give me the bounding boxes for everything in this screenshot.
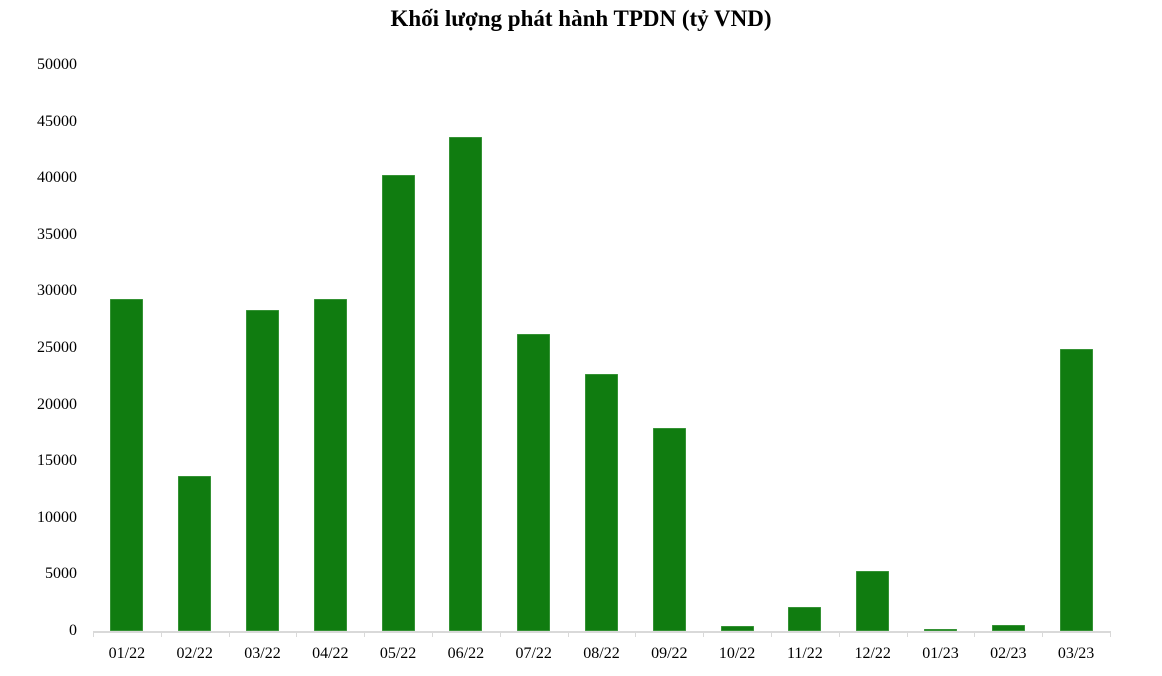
x-tick-label: 08/22: [583, 645, 620, 662]
x-tick-label: 03/22: [244, 645, 281, 662]
y-tick-label: 40000: [37, 169, 77, 187]
x-tick-mark: [364, 631, 366, 637]
bar-10-22: [720, 626, 754, 631]
x-tick-mark: [703, 631, 705, 637]
x-tick-mark: [635, 631, 637, 637]
bar-03-22: [246, 309, 279, 631]
bar-12-22: [856, 571, 890, 631]
bar-09-22: [652, 428, 686, 631]
bar-04-22: [313, 299, 347, 631]
bar-02-22: [178, 475, 212, 631]
x-tick-label: 01/22: [108, 645, 146, 662]
chart-title: Khối lượng phát hành TPDN (tỷ VND): [390, 6, 772, 31]
y-tick-label: 45000: [37, 112, 77, 130]
x-tick-mark: [1110, 631, 1111, 637]
x-tick-label: 06/22: [447, 645, 485, 662]
x-tick-label: 09/22: [651, 645, 688, 662]
x-tick-label: 01/23: [922, 645, 959, 662]
bar-06-22: [449, 137, 483, 631]
bar-02-23: [991, 624, 1025, 631]
x-tick-mark: [974, 631, 976, 637]
x-tick-label: 10/22: [718, 645, 756, 662]
y-tick-label: 25000: [37, 339, 77, 356]
x-tick-mark: [160, 631, 162, 637]
x-tick-label: 12/22: [854, 645, 891, 662]
bar-08-22: [585, 374, 618, 631]
y-tick-label: 20000: [37, 395, 77, 413]
y-tick-label: 15000: [37, 452, 77, 470]
y-tick-label: 10000: [37, 508, 77, 526]
x-tick-mark: [567, 631, 569, 637]
y-tick-label: 0: [69, 622, 77, 639]
y-tick-label: 5000: [45, 565, 77, 583]
x-tick-label: 11/22: [786, 645, 823, 662]
x-tick-label: 04/22: [312, 645, 349, 662]
x-tick-mark: [771, 631, 772, 637]
bar-11-22: [788, 607, 822, 631]
bar-03-23: [1059, 349, 1093, 631]
x-tick-label: 03/23: [1057, 645, 1095, 662]
x-tick-mark: [296, 631, 298, 637]
x-tick-mark: [1042, 631, 1044, 637]
x-tick-mark: [838, 631, 840, 637]
x-tick-mark: [228, 631, 230, 637]
bar-01-22: [110, 299, 144, 631]
x-axis-line: [93, 631, 1110, 633]
x-tick-mark: [906, 631, 908, 637]
bar-05-22: [381, 174, 415, 631]
y-tick-label: 35000: [37, 225, 77, 243]
y-tick-label: 50000: [37, 56, 77, 73]
x-tick-mark: [432, 631, 433, 637]
x-tick-label: 02/23: [990, 645, 1027, 662]
x-tick-label: 02/22: [176, 645, 213, 662]
x-tick-mark: [499, 631, 501, 637]
bar-07-22: [517, 334, 551, 631]
x-tick-label: 05/22: [379, 645, 417, 662]
y-tick-label: 30000: [37, 282, 77, 300]
bar-01-23: [924, 629, 957, 631]
x-tick-label: 07/22: [515, 645, 552, 662]
x-tick-mark: [93, 631, 94, 637]
